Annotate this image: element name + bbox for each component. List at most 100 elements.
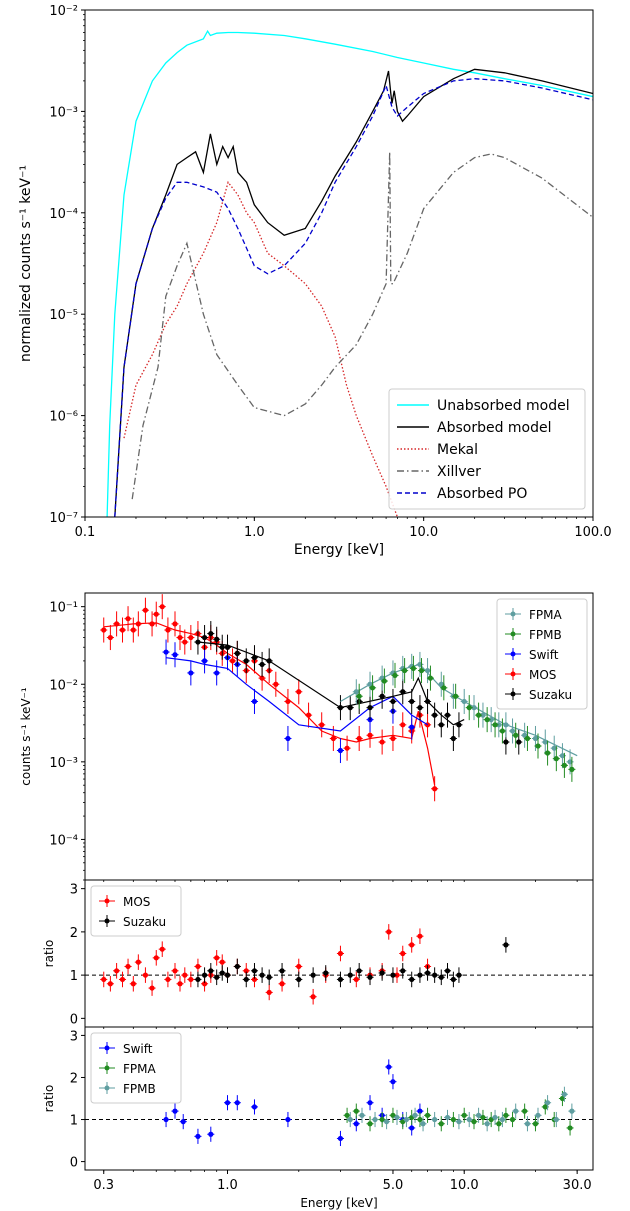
legend-label: MOS (529, 668, 556, 682)
y-tick-label: 3 (70, 883, 78, 898)
data-point (453, 694, 458, 699)
data-point (432, 1117, 437, 1122)
data-point (344, 1113, 349, 1118)
data-point (160, 947, 165, 952)
data-point (417, 934, 422, 939)
data-point (554, 1117, 559, 1122)
legend-marker (511, 692, 516, 697)
y-axis-label: ratio (42, 1085, 56, 1113)
data-point (338, 977, 343, 982)
data-point (202, 658, 207, 663)
data-point (202, 635, 207, 640)
x-tick-label: 30.0 (563, 1178, 592, 1193)
data-point (136, 960, 141, 965)
data-point (354, 1109, 359, 1114)
data-point (214, 637, 219, 642)
data-point (492, 1115, 497, 1120)
data-point (296, 964, 301, 969)
data-point (354, 977, 359, 982)
ratio-swift-nustar-panel: 01230.3 1.0 5.0 10.0 30.0ratioEnergy [keV]Sw… (42, 1027, 593, 1210)
data-point (525, 1121, 530, 1126)
data-point (409, 699, 414, 704)
data-point (160, 604, 165, 609)
data-point (359, 1113, 364, 1118)
data-point (394, 1115, 399, 1120)
legend-marker (105, 1046, 110, 1051)
legend-label: Absorbed model (437, 420, 552, 436)
data-point (409, 977, 414, 982)
data-point (503, 739, 508, 744)
legend-label: Suzaku (529, 688, 572, 702)
data-point (195, 964, 200, 969)
data-point (451, 736, 456, 741)
data-point (384, 1119, 389, 1124)
data-point (503, 1113, 508, 1118)
data-point (516, 739, 521, 744)
data-point (120, 977, 125, 982)
data-point (125, 964, 130, 969)
data-point (149, 621, 154, 626)
legend-label: FPMA (529, 608, 562, 622)
data-point (500, 1117, 505, 1122)
data-point (220, 960, 225, 965)
y-axis-label: counts s⁻¹ keV⁻¹ (19, 687, 33, 786)
data-point (188, 635, 193, 640)
model-line (166, 658, 428, 731)
data-point (154, 612, 159, 617)
y-tick-label: 10⁻⁴ (49, 207, 78, 222)
data-point (172, 968, 177, 973)
ratio-mos-suzaku-panel: 0 1 2 3 ratio MOS Suzaku (42, 880, 593, 1029)
data-point (338, 748, 343, 753)
y-axis-label: normalized counts s⁻¹ keV⁻¹ (18, 165, 34, 362)
data-point (432, 786, 437, 791)
data-point (417, 1117, 422, 1122)
data-point (131, 981, 136, 986)
data-point (214, 670, 219, 675)
data-point (188, 977, 193, 982)
data-point (400, 951, 405, 956)
data-point (492, 722, 497, 727)
data-point (417, 705, 422, 710)
data-point (252, 1104, 257, 1109)
data-point (370, 685, 375, 690)
data-point (451, 977, 456, 982)
data-point (525, 736, 530, 741)
data-point (195, 977, 200, 982)
model-line (104, 623, 435, 785)
data-point (392, 673, 397, 678)
data-point (386, 1064, 391, 1069)
data-point (354, 1121, 359, 1126)
x-tick-label: 100.0 (574, 525, 611, 540)
data-point (181, 1119, 186, 1124)
data-point (202, 973, 207, 978)
y-tick-label: 10⁻⁶ (49, 410, 78, 425)
data-point (386, 929, 391, 934)
data-point (390, 1079, 395, 1084)
data-point (230, 658, 235, 663)
data-point (149, 985, 154, 990)
data-point (101, 977, 106, 982)
data-point (244, 658, 249, 663)
data-point (569, 767, 574, 772)
legend-marker (511, 672, 516, 677)
y-axis-label: ratio (42, 940, 56, 968)
y-tick-label: 10⁻² (49, 4, 78, 19)
legend-marker (105, 1086, 110, 1091)
data-point (108, 635, 113, 640)
data-point (188, 670, 193, 675)
legend-label: Unabsorbed model (437, 398, 570, 414)
data-point (260, 662, 265, 667)
data-point (496, 1121, 501, 1126)
data-point (535, 743, 540, 748)
data-point (467, 1117, 472, 1122)
data-point (208, 968, 213, 973)
data-point (485, 1121, 490, 1126)
data-point (163, 1117, 168, 1122)
data-point (432, 713, 437, 718)
y-tick-label: 0 (70, 1012, 78, 1027)
data-point (143, 608, 148, 613)
data-point (419, 668, 424, 673)
data-point (569, 1109, 574, 1114)
data-point (323, 970, 328, 975)
data-point (390, 973, 395, 978)
